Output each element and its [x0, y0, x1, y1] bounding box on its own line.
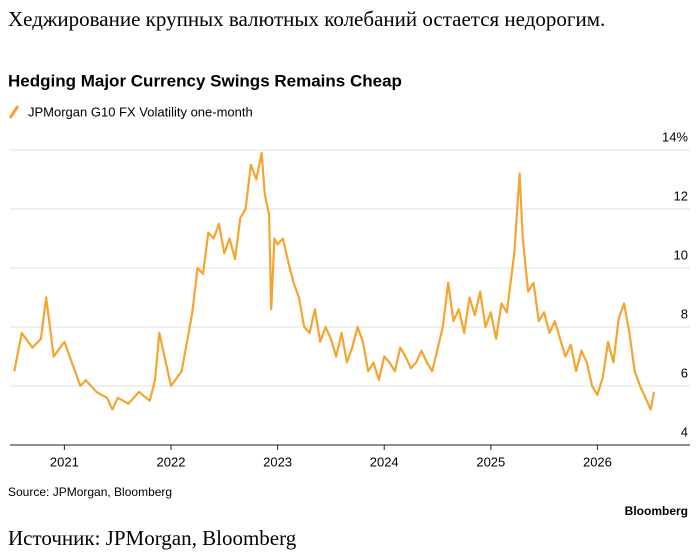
footer: Источник: JPMorgan, Bloomberg [8, 526, 297, 550]
x-tick-label: 2022 [157, 454, 186, 469]
series-line [13, 151, 655, 411]
x-tick-label: 2025 [476, 454, 505, 469]
chart-title: Hedging Major Currency Swings Remains Ch… [8, 71, 402, 90]
y-tick-label: 10 [674, 247, 688, 262]
y-tick-label: 8 [681, 306, 688, 321]
x-tick-label: 2023 [263, 454, 292, 469]
legend-swatch [8, 105, 20, 119]
source: Source: JPMorgan, Bloomberg [8, 485, 172, 499]
header-box: Хеджирование крупных валютных колебаний … [8, 7, 606, 31]
header: Хеджирование крупных валютных колебаний … [8, 7, 606, 31]
legend-label: JPMorgan G10 FX Volatility one-month [28, 104, 253, 119]
y-tick-label: 6 [681, 365, 688, 380]
y-tick-label: 14% [662, 129, 688, 144]
x-tick-label: 2021 [50, 454, 79, 469]
x-tick-label: 2024 [370, 454, 399, 469]
brand: Bloomberg [625, 504, 688, 518]
x-tick-label: 2026 [583, 454, 612, 469]
y-tick-label: 12 [674, 188, 688, 203]
y-tick-label: 4 [681, 424, 688, 439]
